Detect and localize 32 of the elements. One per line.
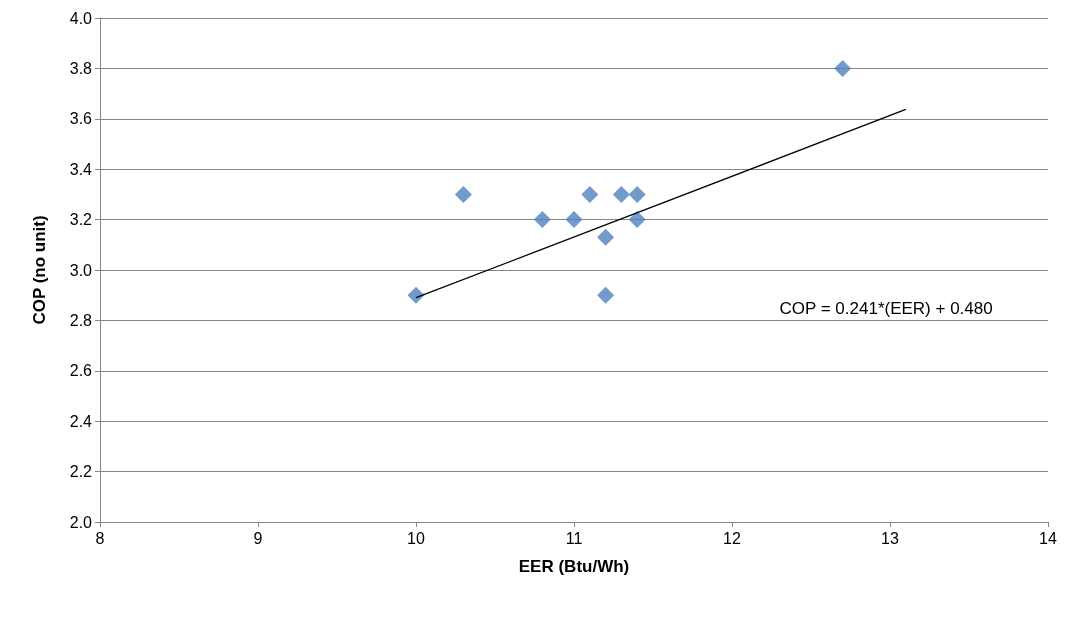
x-tick-label: 8 — [95, 529, 105, 547]
point — [597, 286, 615, 304]
y-tick-label: 2.4 — [69, 412, 93, 430]
y-tick-label: 2.0 — [69, 513, 93, 531]
point — [533, 211, 551, 229]
y-tick-label: 3.2 — [69, 211, 93, 229]
y-tick-label: 3.8 — [69, 59, 93, 77]
x-tick-label: 11 — [565, 529, 583, 547]
y-tick-label: 4.0 — [69, 9, 93, 27]
point — [454, 185, 472, 203]
point — [581, 185, 599, 203]
point — [597, 228, 615, 246]
x-tick-label: 12 — [723, 529, 741, 547]
y-tick-label: 2.6 — [69, 362, 93, 380]
x-axis-title: EER (Btu/Wh) — [518, 557, 630, 576]
point — [628, 185, 646, 203]
annotation: COP = 0.241*(EER) + 0.480 — [779, 299, 993, 318]
x-tick-label: 10 — [407, 529, 425, 547]
point — [834, 59, 852, 77]
y-axis-title: COP (no unit) — [30, 215, 49, 325]
x-tick-label: 13 — [881, 529, 899, 547]
point — [628, 211, 646, 229]
x-tick-label: 9 — [253, 529, 263, 547]
x-tick-label: 14 — [1039, 529, 1057, 547]
point — [407, 286, 425, 304]
y-tick-label: 2.2 — [69, 463, 93, 481]
point — [612, 185, 630, 203]
y-tick-label: 3.0 — [69, 261, 93, 279]
y-tick-label: 2.8 — [69, 311, 93, 329]
point — [565, 211, 583, 229]
y-tick-label: 3.6 — [69, 110, 93, 128]
y-tick-label: 3.4 — [69, 160, 93, 178]
